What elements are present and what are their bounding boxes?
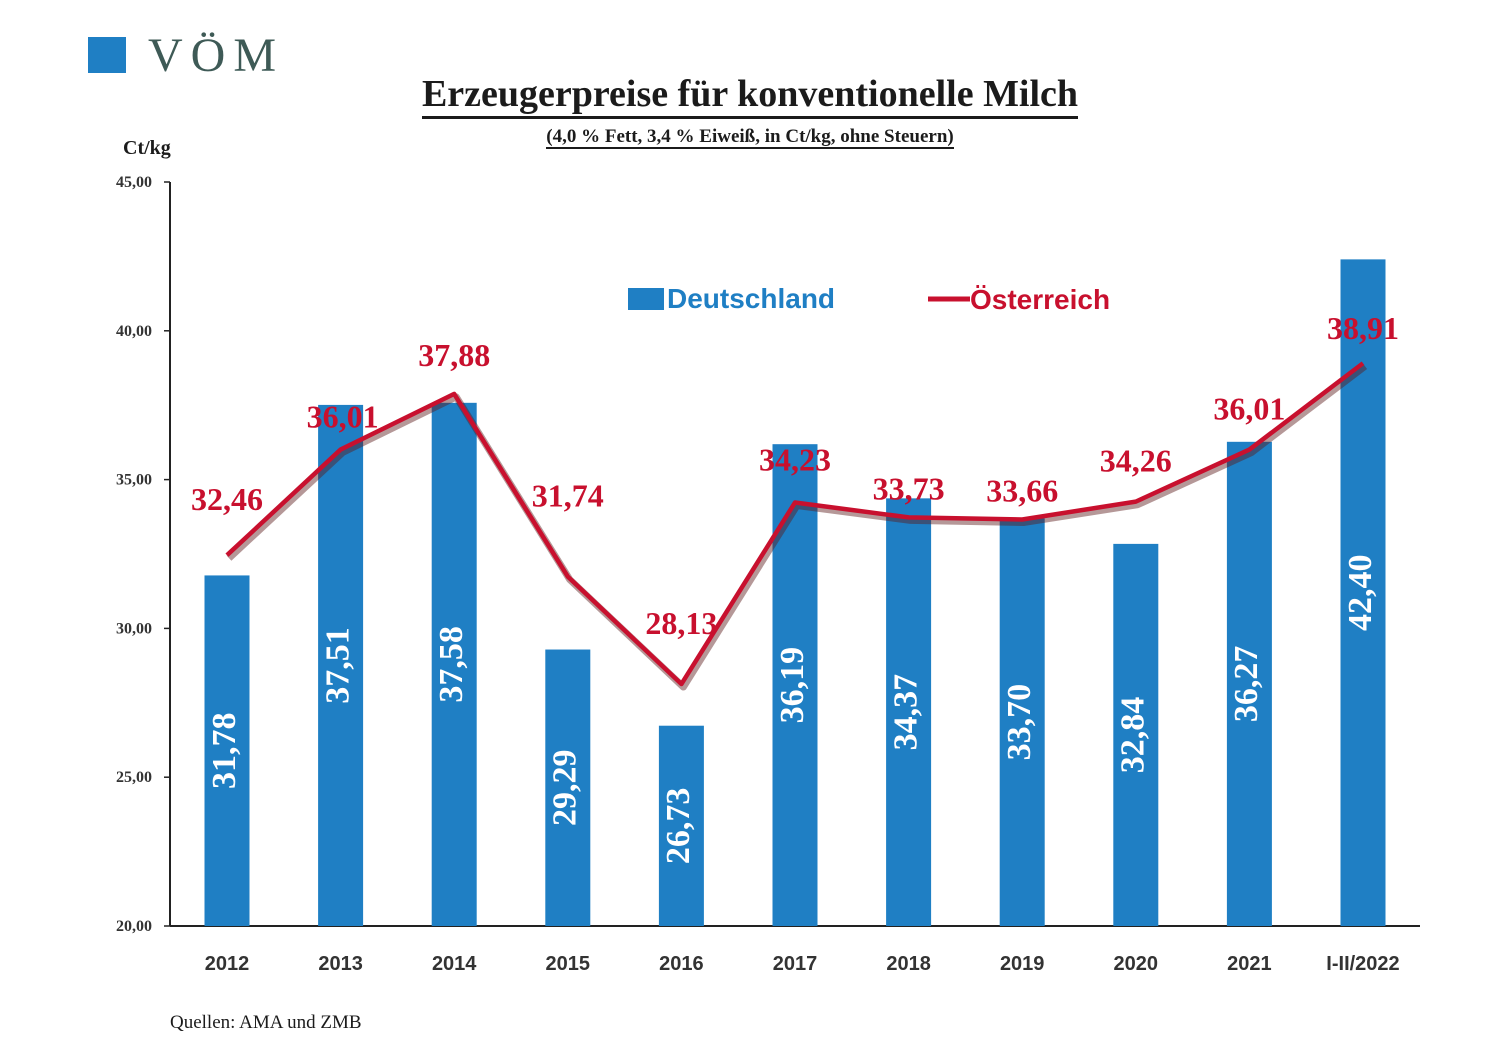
line-value-label: 38,91 xyxy=(1327,310,1399,346)
y-tick-label: 35,00 xyxy=(116,472,152,489)
chart-subtitle-text: (4,0 % Fett, 3,4 % Eiweiß, in Ct/kg, ohn… xyxy=(546,126,954,149)
bar-deutschland xyxy=(1226,441,1272,926)
logo-square xyxy=(88,37,126,73)
line-value-label: 34,23 xyxy=(759,442,831,478)
line-value-label: 34,26 xyxy=(1100,443,1172,479)
x-category-label: 2016 xyxy=(659,953,704,975)
line-value-label: 31,74 xyxy=(532,478,604,514)
x-category-label: 2012 xyxy=(205,953,250,975)
x-category-label: 2019 xyxy=(1000,953,1045,975)
bar-deutschland xyxy=(204,575,250,926)
bar-deutschland xyxy=(886,498,932,926)
y-tick-label: 25,00 xyxy=(116,769,152,786)
x-category-label: 2013 xyxy=(318,953,363,975)
legend-swatch-deutschland xyxy=(628,288,664,310)
x-category-label: I-II/2022 xyxy=(1326,953,1399,975)
bar-deutschland xyxy=(318,404,364,926)
bar-deutschland xyxy=(658,725,704,926)
bar-value-label: 29,29 xyxy=(547,750,584,827)
line-value-label: 36,01 xyxy=(307,399,379,435)
bar-deutschland xyxy=(1113,543,1159,926)
line-value-label: 33,73 xyxy=(873,470,945,506)
bar-value-label: 31,78 xyxy=(206,712,243,789)
legend-label-osterreich: Österreich xyxy=(970,284,1110,315)
line-value-label: 33,66 xyxy=(986,472,1058,508)
bar-value-label: 32,84 xyxy=(1115,697,1152,774)
bar-deutschland xyxy=(999,518,1045,926)
bar-value-label: 33,70 xyxy=(1001,684,1038,761)
line-osterreich xyxy=(225,361,1365,687)
y-tick-label: 45,00 xyxy=(116,174,152,191)
y-tick-label: 20,00 xyxy=(116,918,152,935)
bar-value-label: 37,58 xyxy=(433,626,470,703)
x-category-label: 2018 xyxy=(886,953,931,975)
chart-subtitle: (4,0 % Fett, 3,4 % Eiweiß, in Ct/kg, ohn… xyxy=(0,126,1500,149)
bar-deutschland xyxy=(431,402,477,926)
chart-title: Erzeugerpreise für konventionelle Milch xyxy=(0,72,1500,119)
bar-value-label: 37,51 xyxy=(319,627,356,704)
logo-text: VÖM xyxy=(148,28,285,82)
chart-title-text: Erzeugerpreise für konventionelle Milch xyxy=(421,73,1079,119)
line-value-label: 32,46 xyxy=(191,481,263,517)
x-category-label: 2014 xyxy=(432,953,477,975)
legend-label-deutschland: Deutschland xyxy=(667,283,835,314)
y-tick-label: 40,00 xyxy=(116,323,152,340)
line-value-label: 28,13 xyxy=(645,605,717,641)
bar-value-label: 36,19 xyxy=(774,647,811,724)
voem-logo: VÖM xyxy=(88,28,285,82)
bar-deutschland xyxy=(1340,259,1386,927)
bar-value-label: 34,37 xyxy=(887,674,924,751)
bar-value-label: 36,27 xyxy=(1228,646,1265,723)
source-note: Quellen: AMA und ZMB xyxy=(170,1012,362,1033)
x-category-label: 2021 xyxy=(1227,953,1272,975)
line-osterreich-shadow xyxy=(226,363,1368,691)
bar-value-label: 42,40 xyxy=(1342,554,1379,631)
x-category-label: 2015 xyxy=(546,953,591,975)
x-category-label: 2020 xyxy=(1114,953,1159,975)
line-value-label: 36,01 xyxy=(1213,391,1285,427)
y-tick-label: 30,00 xyxy=(116,620,152,637)
x-category-label: 2017 xyxy=(773,953,818,975)
bar-deutschland xyxy=(545,649,591,926)
line-value-label: 37,88 xyxy=(418,337,490,373)
y-axis-label: Ct/kg xyxy=(123,137,171,159)
bar-value-label: 26,73 xyxy=(660,788,697,865)
